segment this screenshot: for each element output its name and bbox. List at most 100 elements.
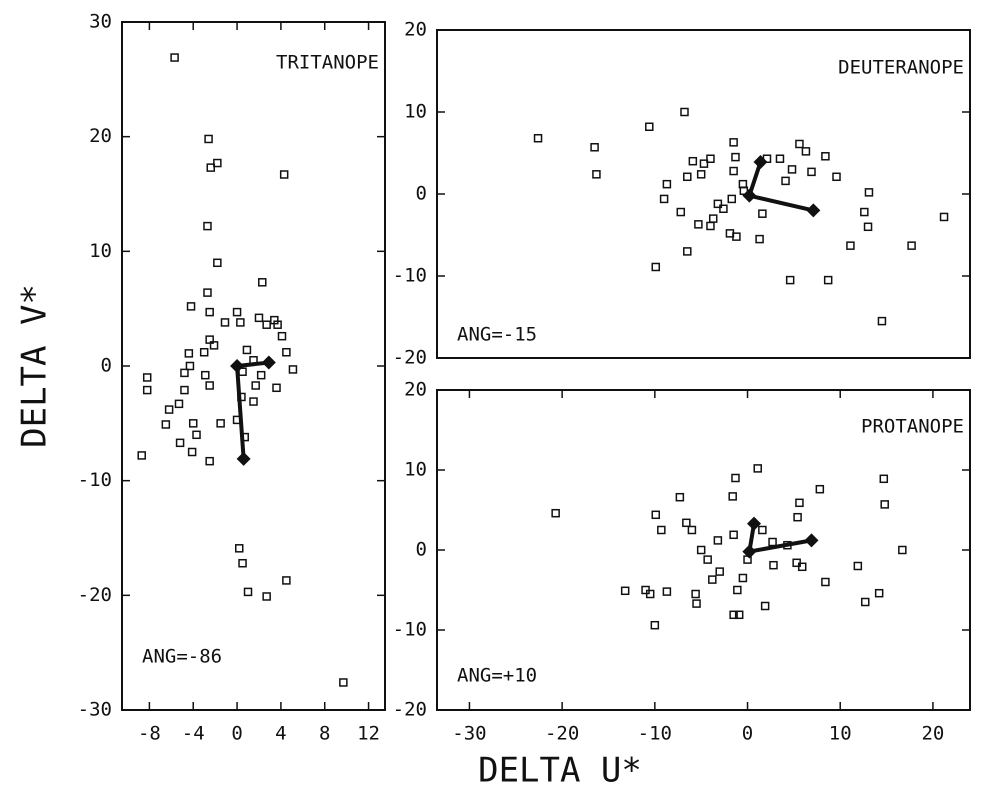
point — [174, 399, 184, 409]
point — [251, 381, 260, 390]
point — [706, 154, 715, 163]
point — [651, 262, 661, 272]
point — [272, 383, 281, 393]
point — [733, 585, 742, 595]
point — [249, 397, 258, 406]
x-tick-label: -30 — [452, 723, 486, 745]
point — [137, 451, 146, 460]
point — [696, 545, 706, 555]
y-tick-label: 0 — [416, 183, 427, 205]
x-tick-label: 12 — [357, 723, 380, 745]
point — [821, 577, 830, 587]
point — [242, 345, 252, 355]
point — [204, 134, 213, 144]
y-tick-label: 20 — [89, 125, 112, 147]
point — [184, 349, 194, 358]
y-tick-label: -30 — [78, 699, 112, 721]
panel-title: TRITANOPE — [276, 52, 379, 74]
point — [205, 456, 214, 466]
point — [339, 678, 348, 687]
mean-vector — [746, 161, 814, 213]
y-tick-label: -20 — [393, 699, 427, 721]
panel-title: DEUTERANOPE — [838, 57, 964, 79]
point — [676, 207, 686, 217]
point — [732, 232, 741, 241]
y-tick-label: 0 — [101, 355, 112, 377]
point — [687, 525, 697, 535]
point — [821, 152, 830, 161]
point — [205, 307, 214, 317]
point — [727, 194, 737, 204]
point — [273, 320, 282, 329]
point — [832, 172, 841, 182]
point — [203, 288, 212, 297]
y-tick-label: 30 — [89, 11, 112, 33]
x-tick-label: -8 — [138, 723, 161, 745]
point — [533, 133, 543, 143]
point — [551, 508, 560, 518]
y-tick-label: 20 — [404, 19, 427, 41]
point — [688, 156, 698, 166]
point — [188, 419, 198, 428]
point — [662, 587, 672, 596]
point — [877, 316, 887, 326]
point — [694, 220, 703, 229]
point — [142, 373, 152, 382]
point — [220, 318, 230, 327]
y-tick-label: 10 — [89, 240, 112, 262]
point — [238, 558, 247, 568]
y-tick-label: 10 — [404, 459, 427, 481]
point — [769, 560, 778, 570]
point — [758, 525, 767, 535]
point — [645, 589, 655, 599]
point — [199, 347, 209, 357]
mean-marker — [753, 155, 768, 170]
point — [879, 474, 889, 484]
point — [729, 138, 738, 147]
point — [793, 512, 802, 522]
point — [731, 152, 740, 162]
point — [683, 172, 692, 182]
panel-frame — [436, 389, 971, 711]
point — [795, 139, 804, 149]
point — [753, 464, 762, 473]
y-tick-label: -20 — [78, 584, 112, 606]
point — [823, 275, 833, 285]
point — [755, 234, 764, 244]
point — [708, 214, 718, 223]
mean-marker — [804, 533, 819, 548]
point — [797, 562, 807, 572]
point — [258, 278, 267, 287]
mean-marker — [742, 544, 757, 559]
mean-marker — [806, 203, 821, 218]
point — [164, 405, 174, 414]
point — [201, 370, 210, 380]
point — [256, 370, 266, 380]
point — [175, 438, 185, 448]
x-axis-label: DELTA U* — [478, 751, 642, 791]
point — [282, 347, 291, 357]
point — [696, 170, 706, 179]
panel-frame — [436, 29, 971, 359]
mean-marker — [236, 451, 251, 466]
point — [880, 500, 889, 509]
x-tick-label: -20 — [545, 723, 579, 745]
point — [787, 165, 797, 174]
point — [680, 107, 689, 117]
point — [775, 154, 785, 163]
point — [657, 525, 666, 535]
point — [209, 341, 219, 350]
angle-annotation: ANG=-15 — [457, 324, 537, 346]
x-tick-label: 8 — [319, 723, 330, 745]
x-tick-label: 10 — [829, 723, 852, 745]
point — [216, 419, 225, 428]
y-tick-label: -10 — [393, 619, 427, 641]
y-tick-label: -20 — [393, 347, 427, 369]
point — [662, 179, 672, 189]
point — [860, 207, 869, 217]
point — [590, 143, 599, 152]
point — [206, 163, 216, 172]
x-tick-label: 20 — [921, 723, 944, 745]
point — [699, 159, 709, 168]
point — [650, 620, 660, 630]
